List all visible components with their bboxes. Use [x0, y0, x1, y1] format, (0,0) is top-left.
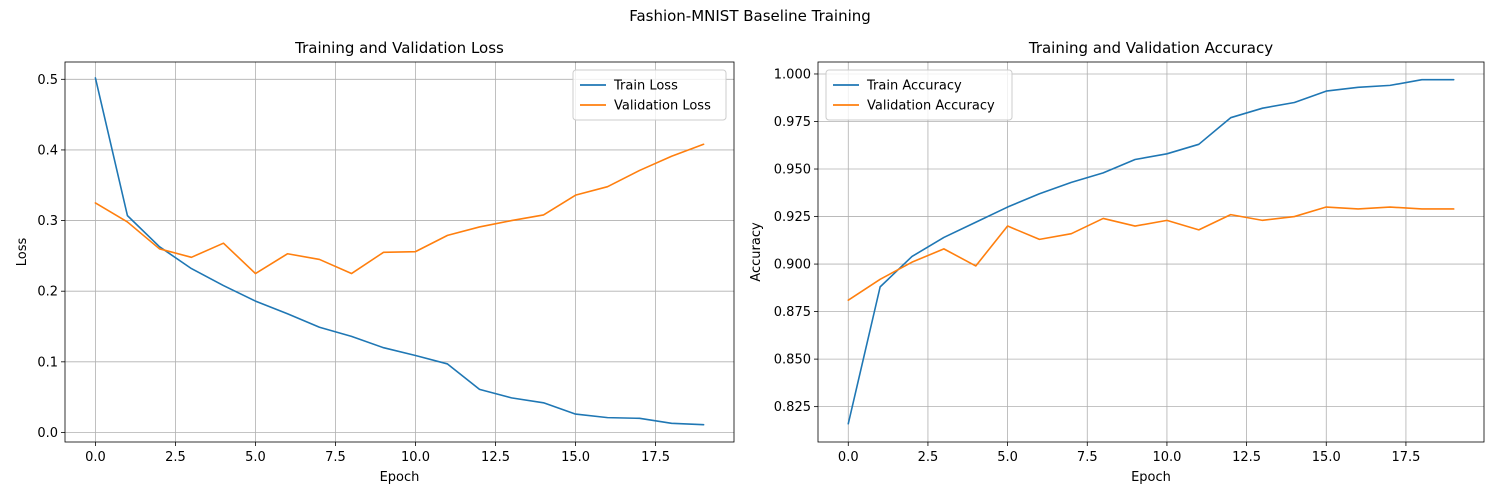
- legend: Train Loss Validation Loss: [572, 69, 727, 121]
- figure-title: Fashion-MNIST Baseline Training: [629, 7, 871, 25]
- x-tick-label: 0.0: [85, 450, 106, 465]
- legend-entry: Validation Loss: [614, 99, 711, 114]
- legend-entry: Train Accuracy: [866, 79, 962, 94]
- y-tick-label: 0.900: [774, 258, 811, 273]
- accuracy-chart: 0.0 2.5 5.0 7.5 10.0 12.5 15.0 17.5 0.825 0.850 0.…: [749, 39, 1485, 485]
- plot-frame: [64, 61, 735, 443]
- y-tick-label: 0.4: [37, 143, 58, 158]
- x-tick-label: 0.0: [838, 450, 859, 465]
- y-axis-label: Loss: [15, 238, 30, 267]
- y-tick-label: 0.975: [774, 115, 811, 130]
- y-tick-label: 0.2: [37, 285, 58, 300]
- legend-box: [572, 69, 727, 121]
- loss-chart: 0.0 2.5 5.0 7.5 10.0 12.5 15.0 17.5 0.0 0.1 0.2 0.3…: [15, 39, 735, 485]
- x-tick-label: 2.5: [165, 450, 186, 465]
- legend-entry: Train Loss: [613, 79, 678, 94]
- chart-title: Training and Validation Loss: [294, 39, 504, 57]
- y-tick-label: 0.1: [37, 355, 58, 370]
- y-tick-label: 0.925: [774, 210, 811, 225]
- series-line-validation: [94, 143, 705, 275]
- y-tick-label: 0.875: [774, 305, 811, 320]
- legend: Train Accuracy Validation Accuracy: [825, 69, 1013, 121]
- x-tick-label: 7.5: [325, 450, 346, 465]
- x-tick-label: 7.5: [1077, 450, 1098, 465]
- x-tick-label: 17.5: [1391, 450, 1420, 465]
- series-line-validation: [847, 206, 1455, 301]
- x-tick-label: 5.0: [997, 450, 1018, 465]
- y-tick-label: 0.950: [774, 163, 811, 178]
- x-axis-label: Epoch: [1131, 470, 1171, 485]
- x-tick-label: 10.0: [1152, 450, 1181, 465]
- x-axis-label: Epoch: [380, 470, 420, 485]
- x-tick-label: 5.0: [245, 450, 266, 465]
- y-tick-label: 1.000: [774, 67, 811, 82]
- x-tick-label: 15.0: [1312, 450, 1341, 465]
- legend-entry: Validation Accuracy: [867, 99, 995, 114]
- chart-title: Training and Validation Accuracy: [1028, 39, 1273, 57]
- y-tick-label: 0.850: [774, 353, 811, 368]
- series-line-train: [847, 78, 1455, 425]
- y-tick-label: 0.0: [37, 426, 58, 441]
- x-tick-label: 17.5: [641, 450, 670, 465]
- x-tick-label: 2.5: [918, 450, 939, 465]
- x-tick-label: 15.0: [561, 450, 590, 465]
- y-tick-label: 0.3: [37, 214, 58, 229]
- x-tick-label: 10.0: [401, 450, 430, 465]
- x-tick-label: 12.5: [1232, 450, 1261, 465]
- legend-box: [825, 69, 1013, 121]
- y-tick-label: 0.5: [37, 73, 58, 88]
- y-axis-label: Accuracy: [749, 222, 764, 282]
- x-tick-label: 12.5: [481, 450, 510, 465]
- plot-frame: [817, 61, 1485, 443]
- series-line-train: [94, 77, 705, 426]
- y-tick-label: 0.825: [774, 400, 811, 415]
